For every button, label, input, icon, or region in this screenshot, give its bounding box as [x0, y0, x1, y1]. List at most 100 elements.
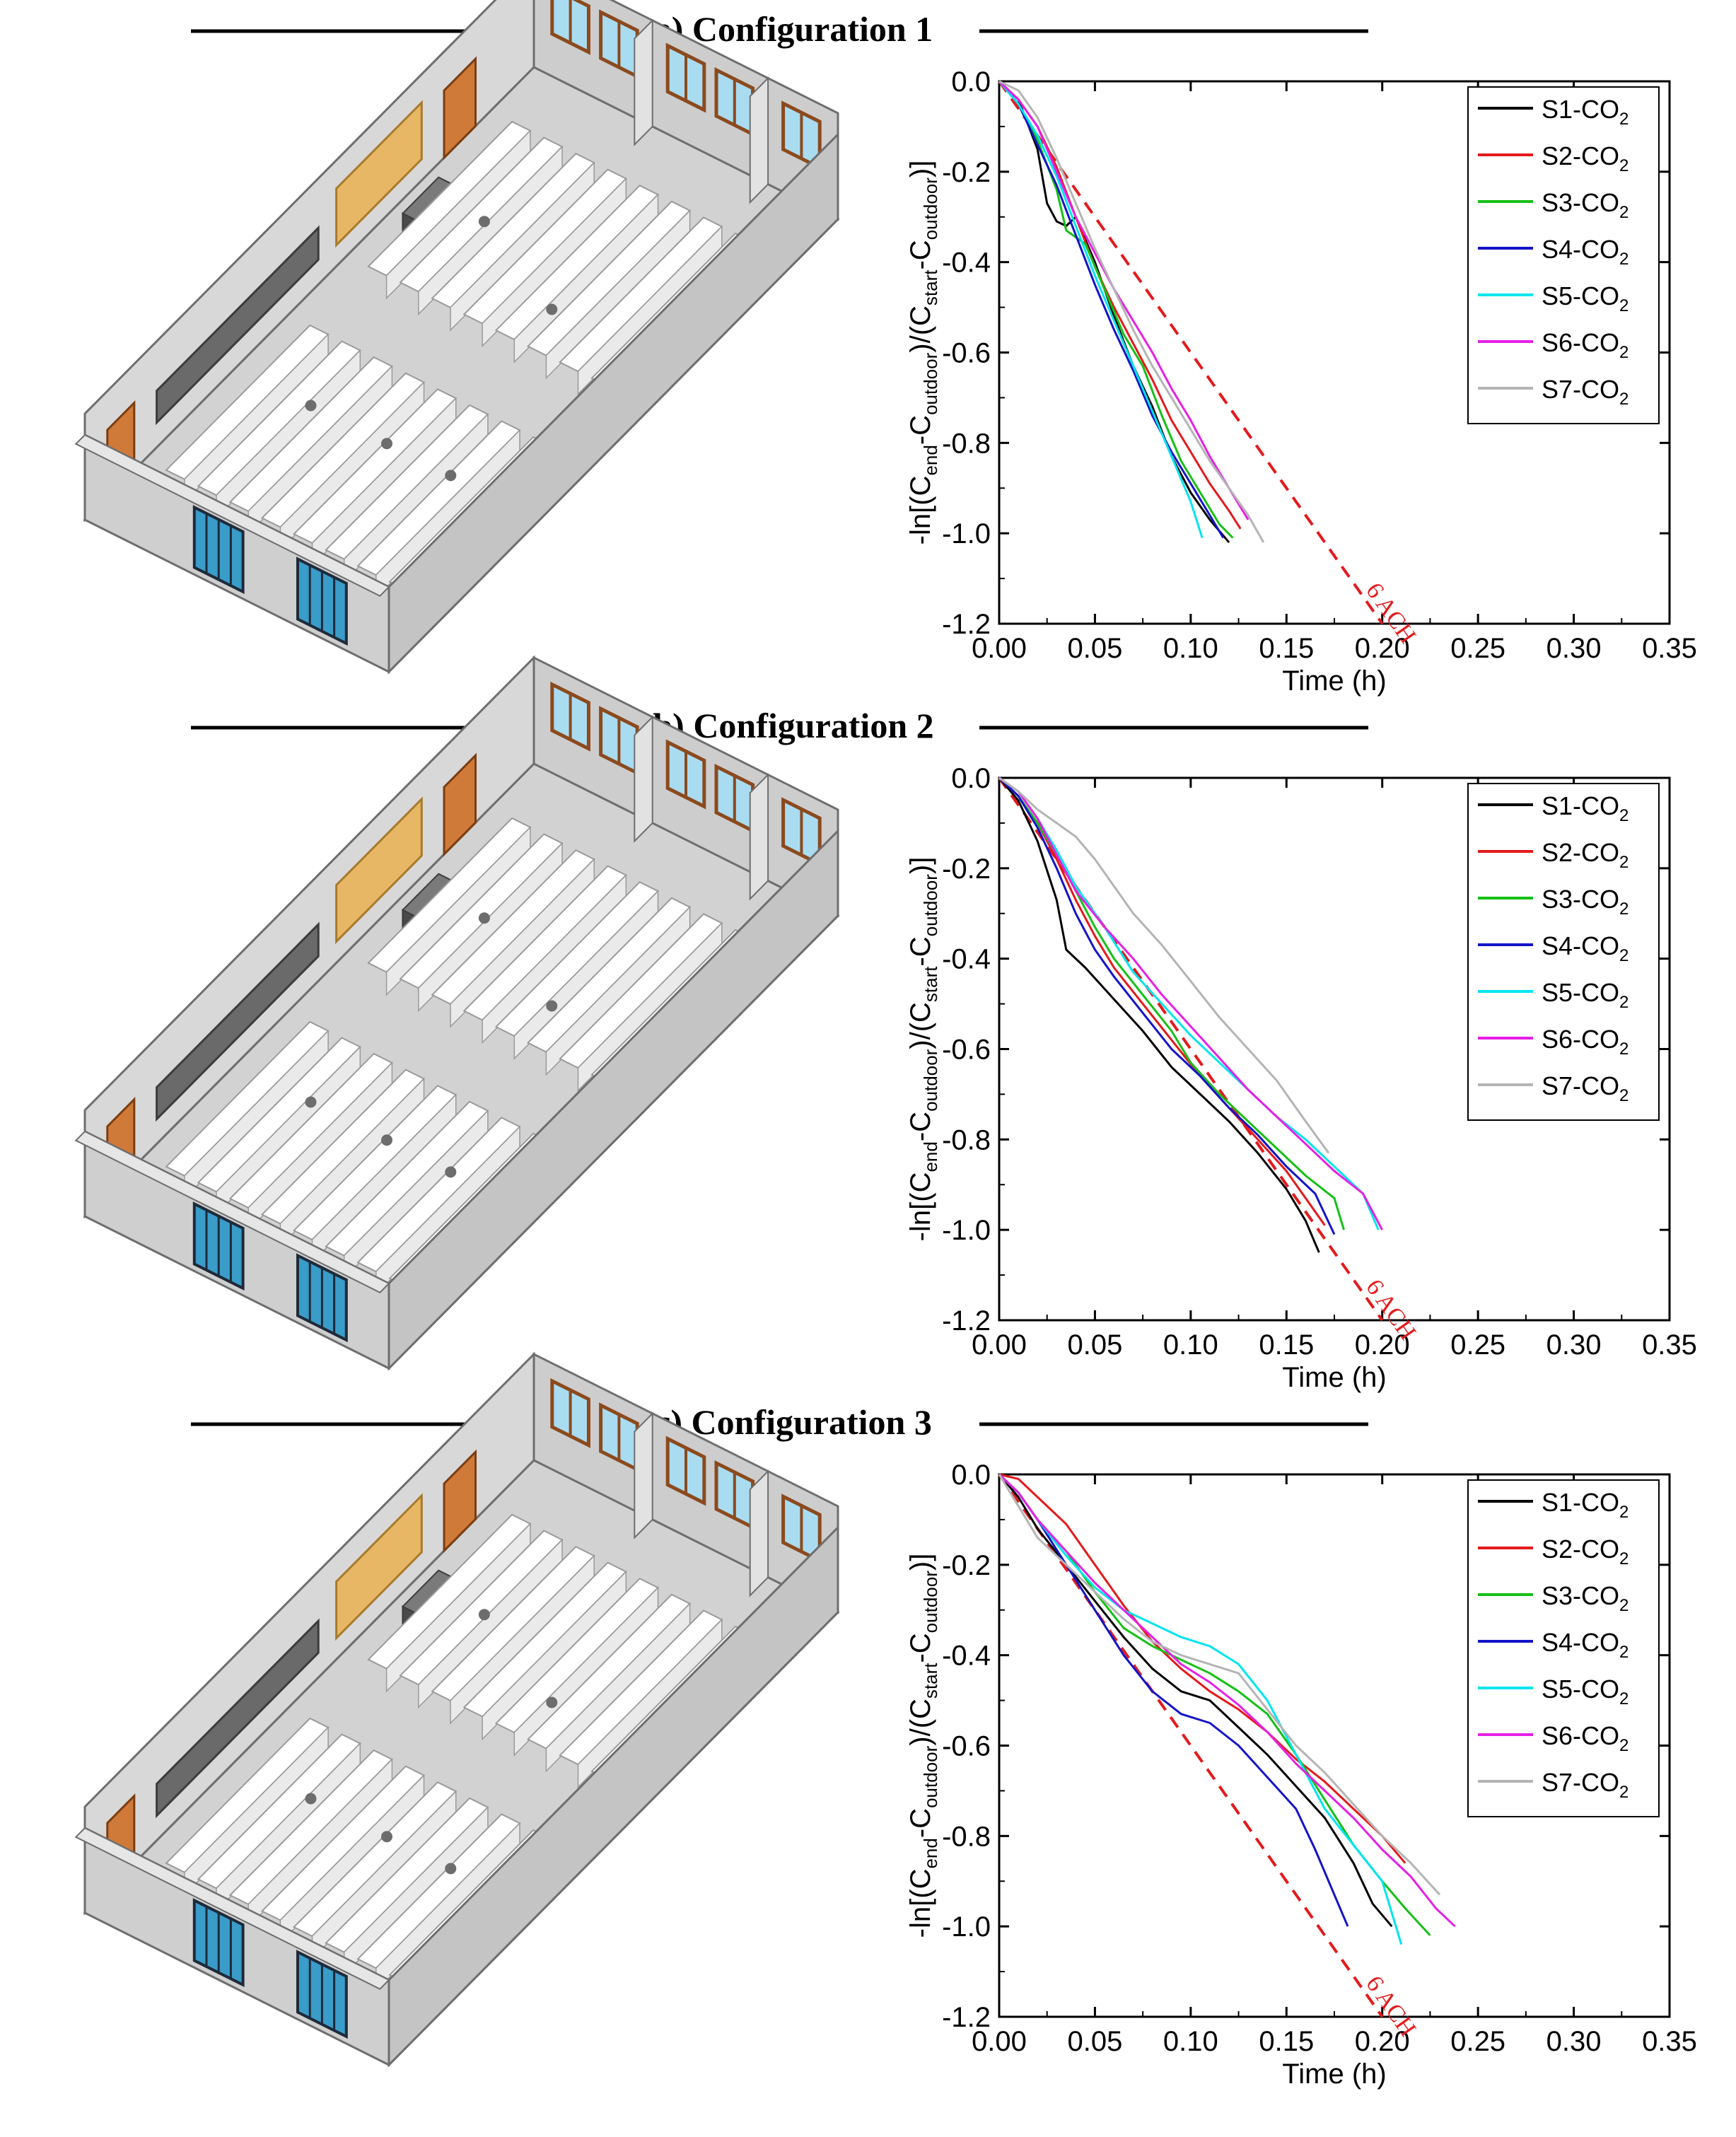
legend-label-s2: S2-CO2	[1542, 141, 1629, 175]
x-tick-label: 0.20	[1355, 633, 1410, 664]
legend-label-subscript: 2	[1619, 946, 1629, 965]
legend-label-name: S3-CO	[1542, 1581, 1619, 1610]
legend-label-s5: S5-CO2	[1542, 1675, 1629, 1708]
y-title-part: -C	[905, 415, 936, 445]
room-right-wall	[388, 1525, 839, 2068]
x-axis-title: Time (h)	[1282, 2059, 1386, 2090]
y-title-sub-outdoor: outdoor	[920, 874, 941, 937]
legend-label-s7: S7-CO2	[1542, 1768, 1629, 1802]
legend-label-s6: S6-CO2	[1542, 1025, 1629, 1059]
legend-label-s3: S3-CO2	[1542, 885, 1629, 919]
legend-label-subscript: 2	[1619, 899, 1629, 919]
x-axis-title: Time (h)	[1282, 1362, 1386, 1393]
legend-label-name: S6-CO	[1542, 328, 1619, 357]
sensor-marker-s3	[381, 1134, 392, 1146]
y-title-sub-start: start	[920, 1663, 941, 1699]
reference-line-6-ach	[998, 80, 1384, 625]
legend-label-subscript: 2	[1619, 250, 1629, 269]
legend-label-subscript: 2	[1619, 853, 1629, 872]
legend-label-s7: S7-CO2	[1542, 1071, 1629, 1105]
y-title-part: )]	[905, 1554, 936, 1571]
y-tick-label: -0.8	[942, 1124, 991, 1155]
y-tick-label: 0.0	[951, 66, 991, 98]
wall-pillar-1	[634, 1411, 653, 1539]
legend-label-subscript: 2	[1619, 1086, 1629, 1105]
sensor-marker-s5	[445, 1166, 457, 1178]
y-title-sub-outdoor: outdoor	[920, 177, 941, 240]
y-title-sub-outdoor: outdoor	[920, 1745, 941, 1808]
series-line-s4	[998, 81, 1225, 539]
x-tick-label: 0.35	[1642, 1329, 1697, 1361]
sensor-marker-s4	[546, 1000, 558, 1012]
sensor-marker-s3	[381, 1831, 392, 1843]
legend-label-subscript: 2	[1619, 110, 1629, 129]
series-line-s4	[998, 776, 1336, 1235]
sensor-marker-s1	[478, 912, 490, 924]
y-title-part: -C	[905, 240, 936, 269]
x-tick-label: 0.25	[1450, 633, 1505, 664]
x-tick-label: 0.00	[972, 2026, 1027, 2057]
series-line-s6	[998, 776, 1384, 1230]
x-tick-label: 0.15	[1259, 1329, 1314, 1361]
y-title-sub-outdoor: outdoor	[920, 1049, 941, 1112]
series-line-s6	[998, 80, 1249, 520]
legend-label-s4: S4-CO2	[1542, 931, 1629, 965]
wall-pillar-2	[749, 773, 769, 901]
x-tick-label: 0.20	[1355, 1329, 1410, 1361]
rear-door	[443, 1449, 477, 1554]
legend-label-s1: S1-CO2	[1542, 1488, 1629, 1522]
room-right-wall	[388, 132, 839, 675]
series-line-s2	[998, 80, 1242, 530]
x-tick-label: 0.30	[1546, 633, 1602, 664]
panel-1: a) Configuration 1 0.00 0.05 0.10 0.15 0.20 0.…	[74, 0, 1697, 697]
sensor-marker-s5	[445, 1863, 457, 1875]
legend-label-name: S4-CO	[1542, 235, 1619, 264]
legend-label-s5: S5-CO2	[1542, 281, 1629, 315]
legend-label-s3: S3-CO2	[1542, 188, 1629, 222]
legend-label-name: S6-CO	[1542, 1025, 1619, 1054]
legend-label-subscript: 2	[1619, 1689, 1629, 1708]
y-title-part: )]	[905, 857, 936, 874]
series-line-s6	[998, 1473, 1456, 1928]
wall-pillar-2	[749, 76, 769, 204]
legend-label-s7: S7-CO2	[1542, 375, 1629, 409]
legend-label-subscript: 2	[1619, 1503, 1629, 1522]
sensor-marker-s5	[445, 470, 457, 482]
panel-heading: c) Configuration 3	[655, 1402, 932, 1442]
y-tick-label: -0.2	[942, 854, 991, 885]
series-line-s5	[998, 776, 1380, 1230]
legend-label-name: S3-CO	[1542, 885, 1619, 914]
y-tick-label: -0.8	[942, 428, 991, 459]
legend-label-subscript: 2	[1619, 156, 1629, 175]
legend-label-s1: S1-CO2	[1542, 95, 1629, 129]
projection-screen	[335, 796, 423, 945]
series-line-s4	[998, 1473, 1349, 1927]
legend-label-name: S5-CO	[1542, 1675, 1619, 1704]
panel-2: b) Configuration 2 0.00 0.05 0.10 0.15 0.20 0.…	[74, 655, 1697, 1393]
y-axis-title: -ln[(Cend-Coutdoor)/(Cstart-Coutdoor)]	[905, 857, 941, 1242]
legend-label-subscript: 2	[1619, 390, 1629, 409]
legend-label-subscript: 2	[1619, 1549, 1629, 1568]
blackboard	[156, 1618, 320, 1819]
legend-label-subscript: 2	[1619, 343, 1629, 362]
legend-label-subscript: 2	[1619, 1596, 1629, 1615]
wall-pillar-1	[634, 18, 653, 146]
y-axis-title: -ln[(Cend-Coutdoor)/(Cstart-Coutdoor)]	[905, 1554, 941, 1938]
legend-label-name: S7-CO	[1542, 1071, 1619, 1100]
classroom-3d-model-configuration-2	[74, 655, 840, 1371]
y-title-part: -C	[905, 1808, 936, 1838]
legend-label-name: S5-CO	[1542, 978, 1619, 1007]
y-tick-label: -0.6	[942, 1035, 991, 1066]
y-title-part: -C	[905, 1633, 936, 1663]
x-tick-label: 0.35	[1642, 633, 1697, 664]
sensor-marker-s4	[546, 1696, 558, 1708]
y-tick-label: -0.2	[942, 157, 991, 188]
classroom-3d-model-configuration-3	[74, 1351, 840, 2068]
legend-label-name: S6-CO	[1542, 1721, 1619, 1750]
y-tick-label: -0.6	[942, 338, 991, 369]
wall-pillar-2	[749, 1469, 769, 1597]
legend-label-subscript: 2	[1619, 993, 1629, 1012]
y-tick-label: -0.4	[942, 248, 991, 279]
y-tick-label: -1.0	[942, 1215, 991, 1246]
legend-label-subscript: 2	[1619, 203, 1629, 222]
